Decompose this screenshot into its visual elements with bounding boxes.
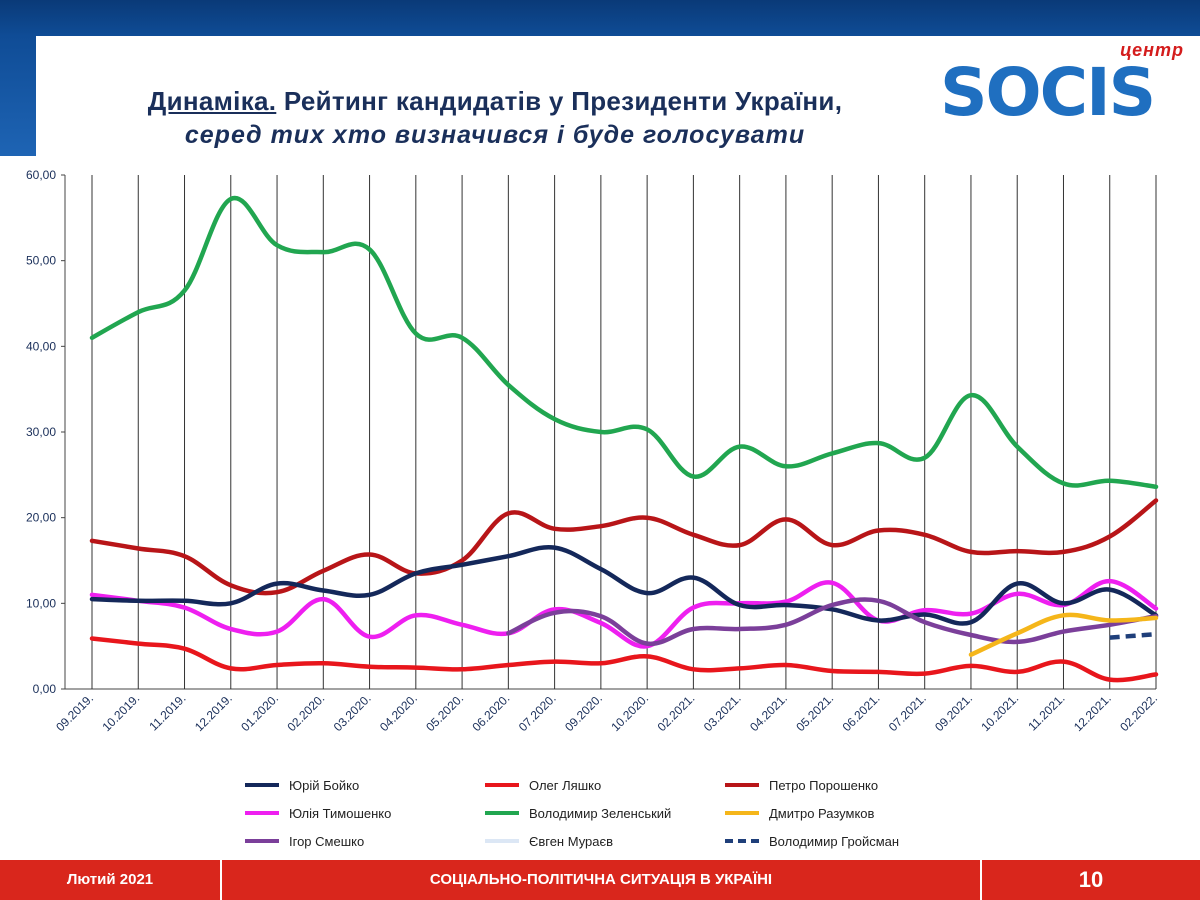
x-tick-label-9: 05.2020. <box>423 691 466 734</box>
legend-item-9: Володимир Гройсман <box>725 832 899 850</box>
legend-label-7: Ігор Смешко <box>289 833 365 849</box>
legend-item-4: Юлія Тимошенко <box>245 804 391 822</box>
legend-swatch-4 <box>245 811 279 815</box>
series-line-7 <box>506 597 1159 646</box>
series-line-9 <box>1109 631 1157 640</box>
x-tick-label-22: 11.2021. <box>1025 691 1067 733</box>
x-tick-label-23: 12.2021. <box>1071 691 1114 734</box>
x-tick-label-2: 10.2019. <box>99 691 142 734</box>
legend-label-4: Юлія Тимошенко <box>289 805 392 821</box>
x-tick-label-14: 02.2021. <box>655 691 698 734</box>
legend-swatch-1 <box>245 783 279 787</box>
chart-legend: Юрій Бойко Олег Ляшко Петро Порошенко Юлія … <box>245 776 965 856</box>
title-main: Рейтинг кандидатів у Президенти України, <box>283 86 843 116</box>
legend-label-1: Юрій Бойко <box>289 777 360 793</box>
title-line: Динаміка. Рейтинг кандидатів у Президент… <box>70 86 920 117</box>
x-tick-label-21: 10.2021. <box>978 691 1021 734</box>
x-tick-label-3: 11.2019. <box>146 691 188 733</box>
legend-swatch-6 <box>725 811 759 815</box>
y-tick-label-3: 20,00 <box>26 511 56 525</box>
slide-title: Динаміка. Рейтинг кандидатів у Президент… <box>70 86 920 150</box>
x-tick-label-20: 09.2021. <box>932 691 975 734</box>
legend-label-6: Дмитро Разумков <box>769 805 875 821</box>
x-tick-label-15: 03.2021. <box>701 691 744 734</box>
legend-label-8: Євген Мураєв <box>529 833 614 849</box>
x-tick-label-4: 12.2019. <box>192 691 235 734</box>
title-subtitle: серед тих хто визначився і буде голосува… <box>184 121 806 149</box>
legend-item-7: Ігор Смешко <box>245 832 364 850</box>
y-tick-label-2: 10,00 <box>26 596 56 610</box>
top-banner <box>0 0 1200 36</box>
legend-swatch-7 <box>245 839 279 843</box>
legend-item-1: Юрій Бойко <box>245 776 359 794</box>
legend-item-5: Володимир Зеленський <box>485 804 671 822</box>
logo-word: SOCIS <box>940 54 1156 131</box>
x-tick-label-18: 06.2021. <box>840 691 883 734</box>
x-tick-label-7: 03.2020. <box>331 691 374 734</box>
legend-item-8: Євген Мураєв <box>485 832 613 850</box>
series-line-2 <box>89 636 1159 683</box>
x-tick-label-6: 02.2020. <box>284 691 327 734</box>
legend-label-3: Петро Порошенко <box>769 777 879 793</box>
x-tick-label-19: 07.2021. <box>886 691 929 734</box>
legend-label-2: Олег Ляшко <box>529 777 602 793</box>
legend-label-5: Володимир Зеленський <box>529 805 672 821</box>
legend-swatch-2 <box>485 783 519 787</box>
title-underlined: Динаміка. <box>147 86 277 116</box>
line-chart: 0,00 10,00 20,00 30,00 40,00 50,00 60,00 09.201… <box>26 168 1160 734</box>
page-number: 10 <box>1078 867 1104 892</box>
y-tick-label-7: 60,00 <box>26 168 56 182</box>
legend-item-2: Олег Ляшко <box>485 776 601 794</box>
legend-label-9: Володимир Гройсман <box>769 833 900 849</box>
x-tick-label-8: 04.2020. <box>377 691 420 734</box>
x-tick-label-10: 06.2020. <box>470 691 513 734</box>
socis-logo: центр SOCIS <box>938 40 1188 131</box>
legend-swatch-5 <box>485 811 519 815</box>
legend-swatch-8 <box>485 839 519 843</box>
x-tick-label-17: 05.2021. <box>793 691 836 734</box>
x-tick-label-1: 09.2019. <box>53 691 96 734</box>
legend-item-3: Петро Порошенко <box>725 776 878 794</box>
x-tick-label-13: 10.2020. <box>608 691 651 734</box>
legend-swatch-9 <box>725 839 759 843</box>
y-tick-label-5: 40,00 <box>26 339 56 353</box>
x-tick-label-16: 04.2021. <box>747 691 790 734</box>
logo-small-text: центр <box>1120 40 1184 60</box>
legend-item-6: Дмитро Разумков <box>725 804 874 822</box>
footer-section-title: СОЦІАЛЬНО-ПОЛІТИЧНА СИТУАЦІЯ В УКРАЇНІ <box>222 860 982 900</box>
x-tick-label-24: 02.2022. <box>1117 691 1160 734</box>
x-tick-label-5: 01.2020. <box>238 691 281 734</box>
footer-bar: Лютий 2021 СОЦІАЛЬНО-ПОЛІТИЧНА СИТУАЦІЯ … <box>0 860 1200 900</box>
left-accent-stripe <box>0 36 36 156</box>
series-line-6 <box>968 612 1159 657</box>
series-line-4 <box>89 578 1159 649</box>
y-tick-label-1: 0,00 <box>33 682 57 696</box>
footer-date: Лютий 2021 <box>0 860 222 900</box>
series-line-3 <box>89 498 1159 596</box>
legend-swatch-3 <box>725 783 759 787</box>
series-line-5 <box>89 195 1159 490</box>
series-line-1 <box>89 544 1159 626</box>
y-tick-label-4: 30,00 <box>26 425 56 439</box>
x-tick-label-12: 09.2020. <box>562 691 605 734</box>
x-tick-label-11: 07.2020. <box>516 691 559 734</box>
y-tick-label-6: 50,00 <box>26 254 56 268</box>
